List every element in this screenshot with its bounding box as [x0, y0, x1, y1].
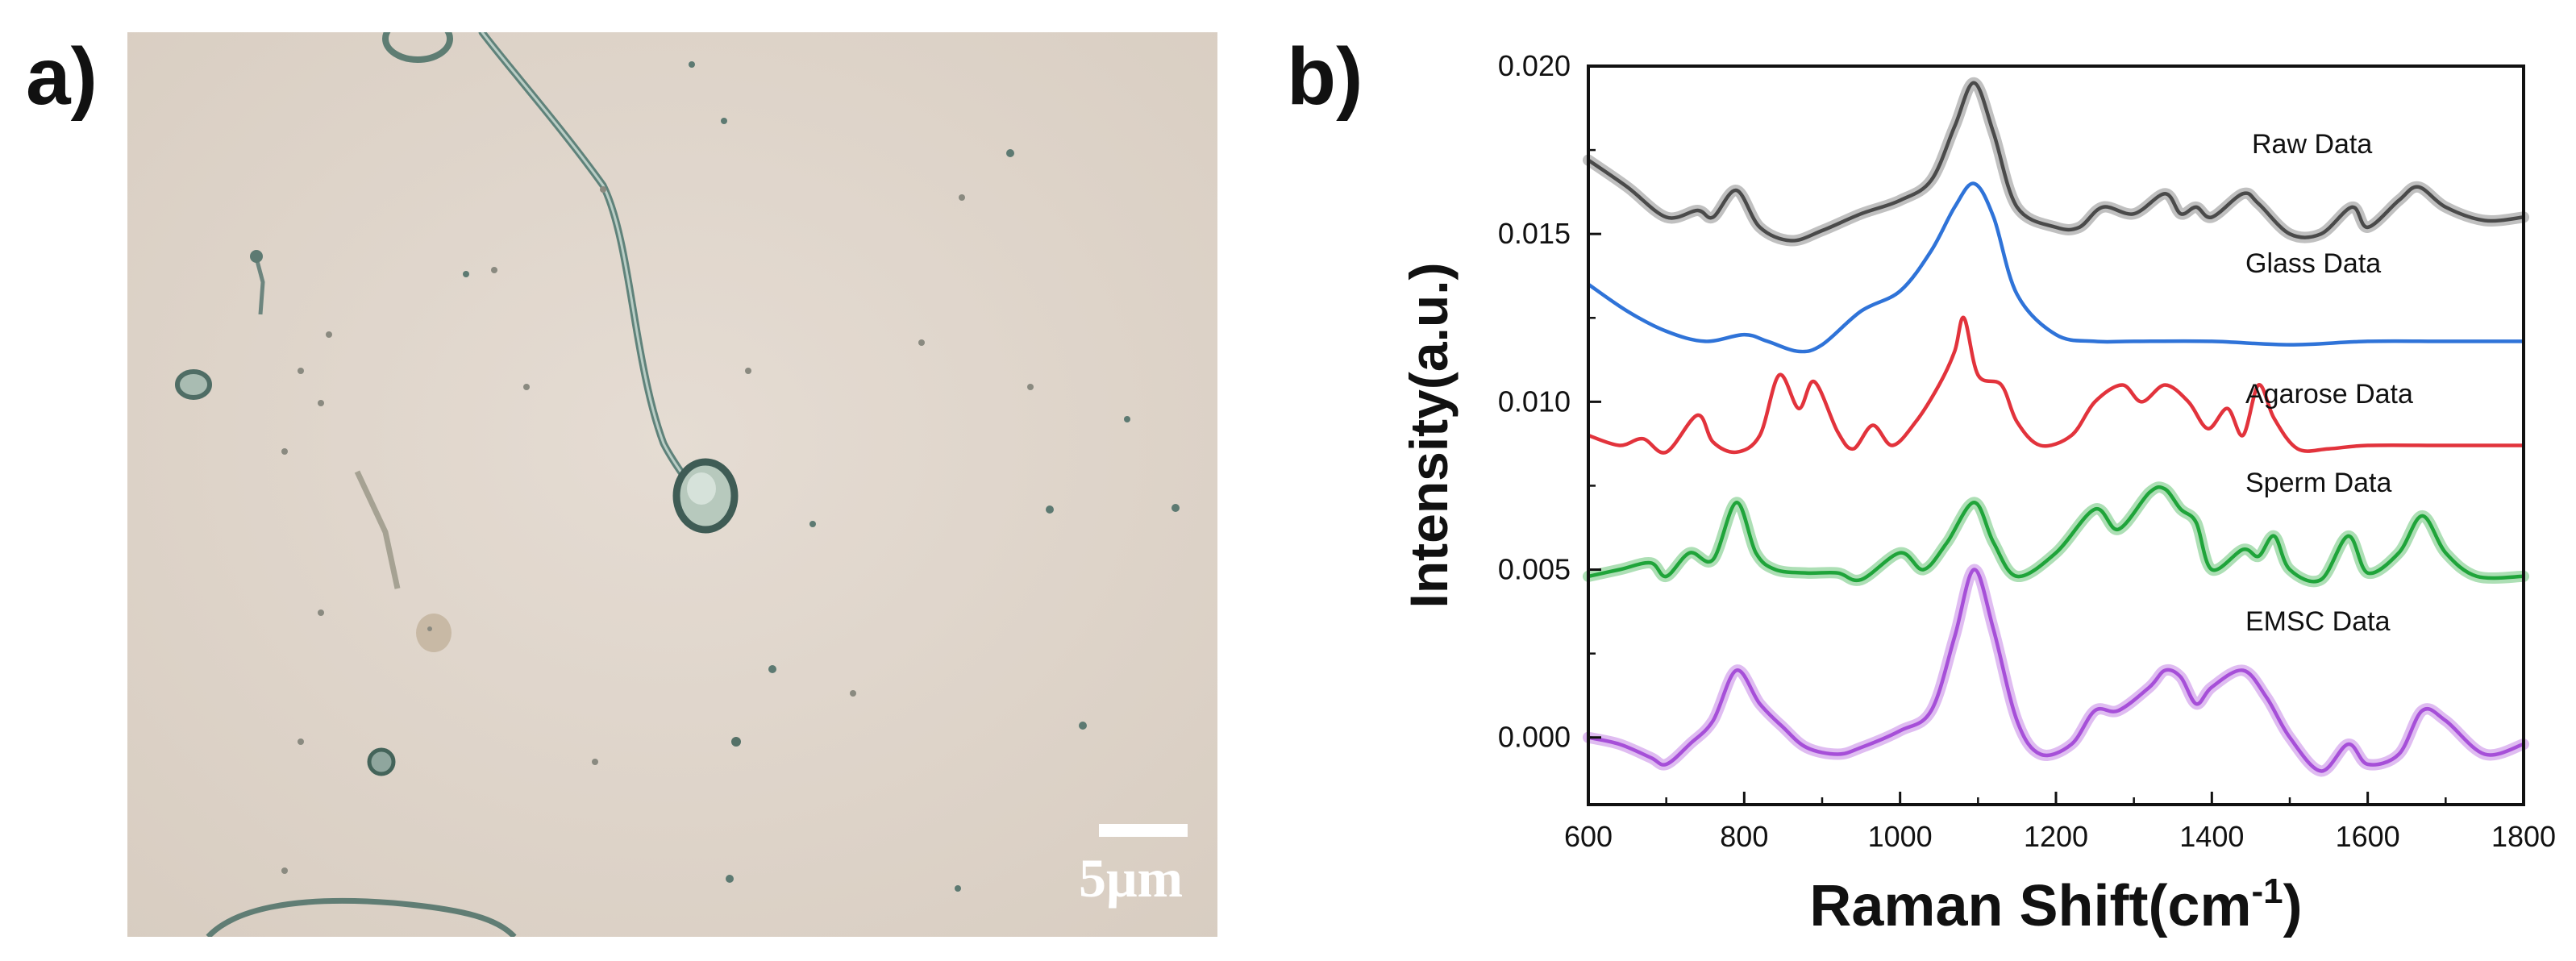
- x-tick-label: 1800: [2491, 820, 2556, 853]
- y-tick-label: 0.010: [1498, 385, 1571, 418]
- label-layer: Raw Data Glass Data Agarose Data Sperm Data…: [2245, 129, 2413, 637]
- x-tick-label: 1000: [1868, 820, 1933, 853]
- panel-b-label: b): [1287, 31, 1363, 122]
- y-tick-label: 0.015: [1498, 217, 1571, 250]
- band-layer: [1583, 77, 2529, 777]
- x-tick-label: 1400: [2179, 820, 2244, 853]
- x-axis-title: Raman Shift(cm-1): [1809, 872, 2302, 938]
- series-label-emsc-data: EMSC Data: [2245, 606, 2391, 637]
- y-tick-label: 0.000: [1498, 721, 1571, 754]
- y-tick-label: 0.005: [1498, 553, 1571, 586]
- series-layer: [1587, 81, 2524, 773]
- sperm-micrograph: 5μm: [127, 32, 1217, 937]
- series-line-agarose-data: [1588, 315, 2524, 455]
- x-tick-label: 600: [1564, 820, 1613, 853]
- scale-bar-label: 5μm: [1079, 847, 1184, 909]
- y-axis-title-text: Intensity(a.u.): [1403, 262, 1459, 608]
- series-label-glass-data: Glass Data: [2245, 248, 2381, 279]
- x-axis-title-close: ): [2283, 874, 2303, 938]
- axis-layer: 600 800 1000 1200 1400 1600 1800 0.000 0.005 0.01…: [1498, 49, 2556, 853]
- series-label-agarose-data: Agarose Data: [2245, 379, 2413, 410]
- series-line-glass-data: [1587, 181, 2524, 354]
- series-line-sperm-data: [1588, 485, 2524, 584]
- x-axis-title-superscript: -1: [2251, 872, 2283, 911]
- series-label-raw-data: Raw Data: [2252, 129, 2372, 160]
- x-tick-label: 800: [1720, 820, 1768, 853]
- scale-bar: [1099, 824, 1188, 837]
- series-label-sperm-data: Sperm Data: [2245, 468, 2391, 498]
- panel-a-label: a): [26, 31, 98, 122]
- series-line-emsc-data: [1588, 568, 2524, 773]
- micrograph-image: [127, 32, 1217, 937]
- x-tick-label: 1600: [2336, 820, 2400, 853]
- raman-spectra-chart: 600 800 1000 1200 1400 1600 1800 0.000 0.005 0.01…: [1403, 49, 2556, 938]
- y-axis-title: Intensity(a.u.): [1403, 262, 1459, 608]
- series-line-raw-data: [1587, 81, 2524, 243]
- series-band-emsc-data: [1583, 564, 2529, 777]
- y-tick-label: 0.020: [1498, 49, 1571, 82]
- x-axis-title-main: Raman Shift(cm: [1809, 874, 2251, 938]
- x-tick-label: 1200: [2024, 820, 2088, 853]
